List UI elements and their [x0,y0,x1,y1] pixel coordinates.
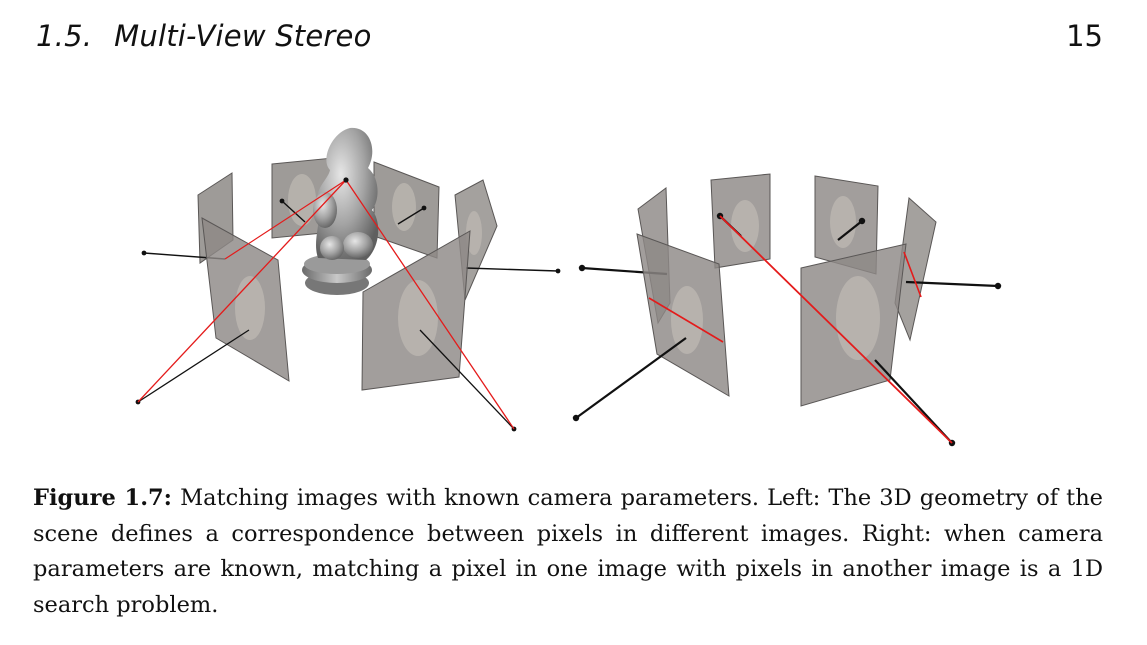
camera-ray [465,267,559,272]
caption-text: Matching images with known camera parame… [33,485,1103,618]
page-number: 15 [1066,19,1103,53]
scene-point [343,177,349,183]
correspondence-ray [137,179,347,403]
camera-ray [397,207,425,225]
camera-center [555,268,561,274]
image-content [830,196,856,248]
image-content [235,276,265,340]
camera-ray [575,337,687,419]
camera-center [994,282,1002,290]
image-content [836,276,880,360]
camera-ray [419,329,515,430]
camera-center [279,198,285,204]
camera-center [141,250,147,256]
section-heading: 1.5. Multi-View Stereo [36,19,372,53]
camera-ray [905,280,999,288]
figure-caption: Figure 1.7: Matching images with known c… [33,481,1103,623]
figure-1-7-illustration [135,127,1002,447]
epipolar-line [648,297,724,343]
correspondence-ray [345,179,515,430]
caption-label: Figure 1.7: [33,485,172,511]
image-content [731,200,759,252]
camera-center [572,414,580,422]
section-number: 1.5. [36,19,93,53]
camera-ray [137,329,250,403]
camera-center [858,217,866,225]
camera-ray [281,200,306,223]
epipolar-line [903,251,922,298]
statue-3d-model [302,127,379,295]
image-content [288,174,316,226]
search-ray [719,215,953,444]
left-panel-3d-geometry [135,127,561,432]
camera-center [421,205,427,211]
image-content [398,280,438,356]
camera-center [578,264,586,272]
correspondence-ray [224,179,347,260]
section-title: Multi-View Stereo [114,19,372,53]
image-content [392,183,416,231]
camera-ray [874,359,953,444]
running-header: 1.5. Multi-View Stereo 15 [36,14,1103,58]
right-panel-1d-search [572,173,1002,447]
image-content [466,211,482,255]
camera-ray [837,220,863,241]
